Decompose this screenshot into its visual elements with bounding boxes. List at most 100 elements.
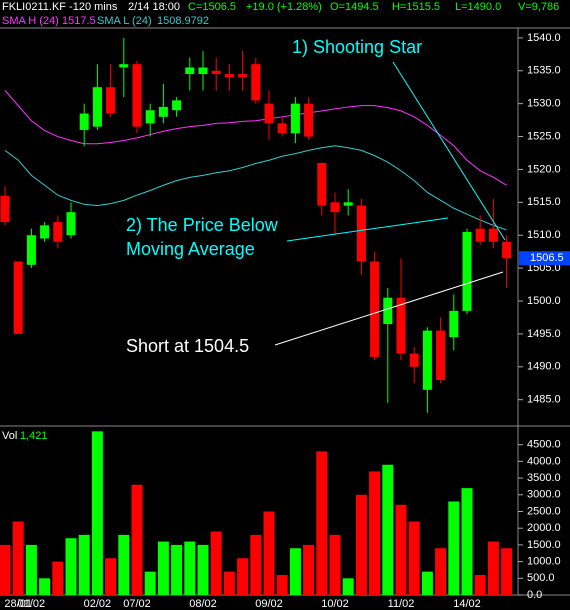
volume-bar: [448, 501, 460, 595]
candle-body: [475, 228, 485, 242]
volume-bar: [25, 544, 37, 595]
y-tick-label: 1535.0: [527, 65, 561, 77]
candle-body: [396, 297, 406, 354]
volume-bar: [91, 431, 103, 595]
candle-body: [106, 87, 116, 114]
info: L=1490.0: [455, 1, 501, 13]
info: V=9,786: [518, 1, 559, 13]
candle-body: [436, 330, 446, 380]
y-tick-label: 1000.0: [527, 556, 561, 568]
candle-body: [422, 330, 432, 390]
x-tick-label: 14/02: [453, 598, 481, 610]
price-tag-label: 1506.5: [530, 252, 564, 264]
y-tick-label: 1500.0: [527, 295, 561, 307]
symbol: FKLI0211.KF -120 mins: [2, 1, 118, 13]
candle-body: [53, 222, 63, 242]
y-tick-label: 1520.0: [527, 163, 561, 175]
volume-bar: [12, 521, 24, 595]
volume-bar: [184, 541, 196, 595]
volume-bar: [276, 574, 288, 595]
annotation: 1) Shooting Star: [292, 37, 422, 57]
legend-value: 1508.9792: [157, 15, 209, 27]
info: +19.0 (+1.28%): [246, 1, 322, 13]
candle-body: [66, 212, 76, 236]
x-tick-label: 02/02: [84, 598, 112, 610]
price-tag: [519, 251, 570, 266]
volume-bar: [474, 574, 486, 595]
volume-bar: [501, 548, 513, 595]
legend-name: SMA L (24): [97, 15, 152, 27]
candle-body: [13, 261, 23, 334]
candle-body: [185, 67, 195, 75]
volume-bar: [395, 504, 407, 595]
y-tick-label: 1515.0: [527, 196, 561, 208]
y-tick-label: 1495.0: [527, 328, 561, 340]
y-tick-label: 2500.0: [527, 505, 561, 517]
legend-name: SMA H (24): [2, 15, 59, 27]
x-tick-label: 07/02: [123, 598, 151, 610]
volume-bar: [131, 484, 143, 595]
annotation: Moving Average: [126, 239, 255, 259]
y-tick-label: 1525.0: [527, 130, 561, 142]
y-tick-label: 3500.0: [527, 472, 561, 484]
volume-bar: [289, 548, 301, 595]
candle-body: [224, 74, 234, 78]
volume-bar: [144, 571, 156, 595]
info: H=1515.5: [392, 1, 440, 13]
y-tick-label: 1530.0: [527, 98, 561, 110]
volume-bar: [118, 534, 130, 595]
y-tick-label: 4000.0: [527, 455, 561, 467]
candle-body: [119, 64, 129, 68]
y-tick-label: 1490.0: [527, 361, 561, 373]
volume-bar: [250, 534, 262, 595]
candle-body: [502, 241, 512, 259]
candle-body: [158, 106, 168, 117]
y-tick-label: 1500.0: [527, 539, 561, 551]
x-tick-label: 09/02: [255, 598, 283, 610]
volume-bar: [78, 534, 90, 595]
x-tick-label: 01/02: [18, 598, 46, 610]
candle-body: [92, 87, 102, 127]
candle-body: [145, 110, 155, 124]
vol-latest: 1,421: [20, 430, 48, 442]
y-tick-label: 4500.0: [527, 439, 561, 451]
annotation-line: [392, 61, 506, 241]
candle-body: [488, 228, 498, 242]
candle-body: [277, 123, 287, 134]
candle-body: [370, 261, 380, 357]
candle-body: [26, 235, 36, 265]
volume-bar: [355, 494, 367, 595]
volume-bar: [303, 544, 315, 595]
annotation: 2) The Price Below: [126, 215, 279, 235]
x-tick-label: 08/02: [189, 598, 217, 610]
y-tick-label: 1540.0: [527, 32, 561, 44]
time: 2/14 18:00: [128, 1, 180, 13]
volume-bar: [210, 531, 222, 595]
annotation-line: [274, 271, 504, 346]
volume-bar: [105, 558, 117, 595]
annotation: Short at 1504.5: [126, 336, 249, 356]
info: C=1506.5: [188, 1, 236, 13]
moving-average: [4, 90, 507, 186]
candle-body: [132, 64, 142, 127]
volume-bar: [65, 538, 77, 595]
candle-body: [330, 202, 340, 213]
volume-bar: [316, 451, 328, 595]
volume-bar: [52, 561, 64, 595]
volume-bar: [197, 544, 209, 595]
volume-bar: [461, 488, 473, 595]
y-tick-label: 1485.0: [527, 394, 561, 406]
candle-body: [317, 162, 327, 206]
candle-body: [264, 103, 274, 124]
volume-bar: [369, 471, 381, 595]
x-tick-label: 28/01: [4, 598, 32, 610]
candle-body: [211, 70, 221, 75]
candle-body: [198, 67, 208, 75]
volume-bar: [329, 534, 341, 595]
volume-bar: [263, 511, 275, 595]
candle-body: [343, 202, 353, 206]
volume-bar: [237, 558, 249, 595]
candle-body: [290, 103, 300, 134]
y-tick-label: 3000.0: [527, 489, 561, 501]
info: O=1494.5: [330, 1, 379, 13]
